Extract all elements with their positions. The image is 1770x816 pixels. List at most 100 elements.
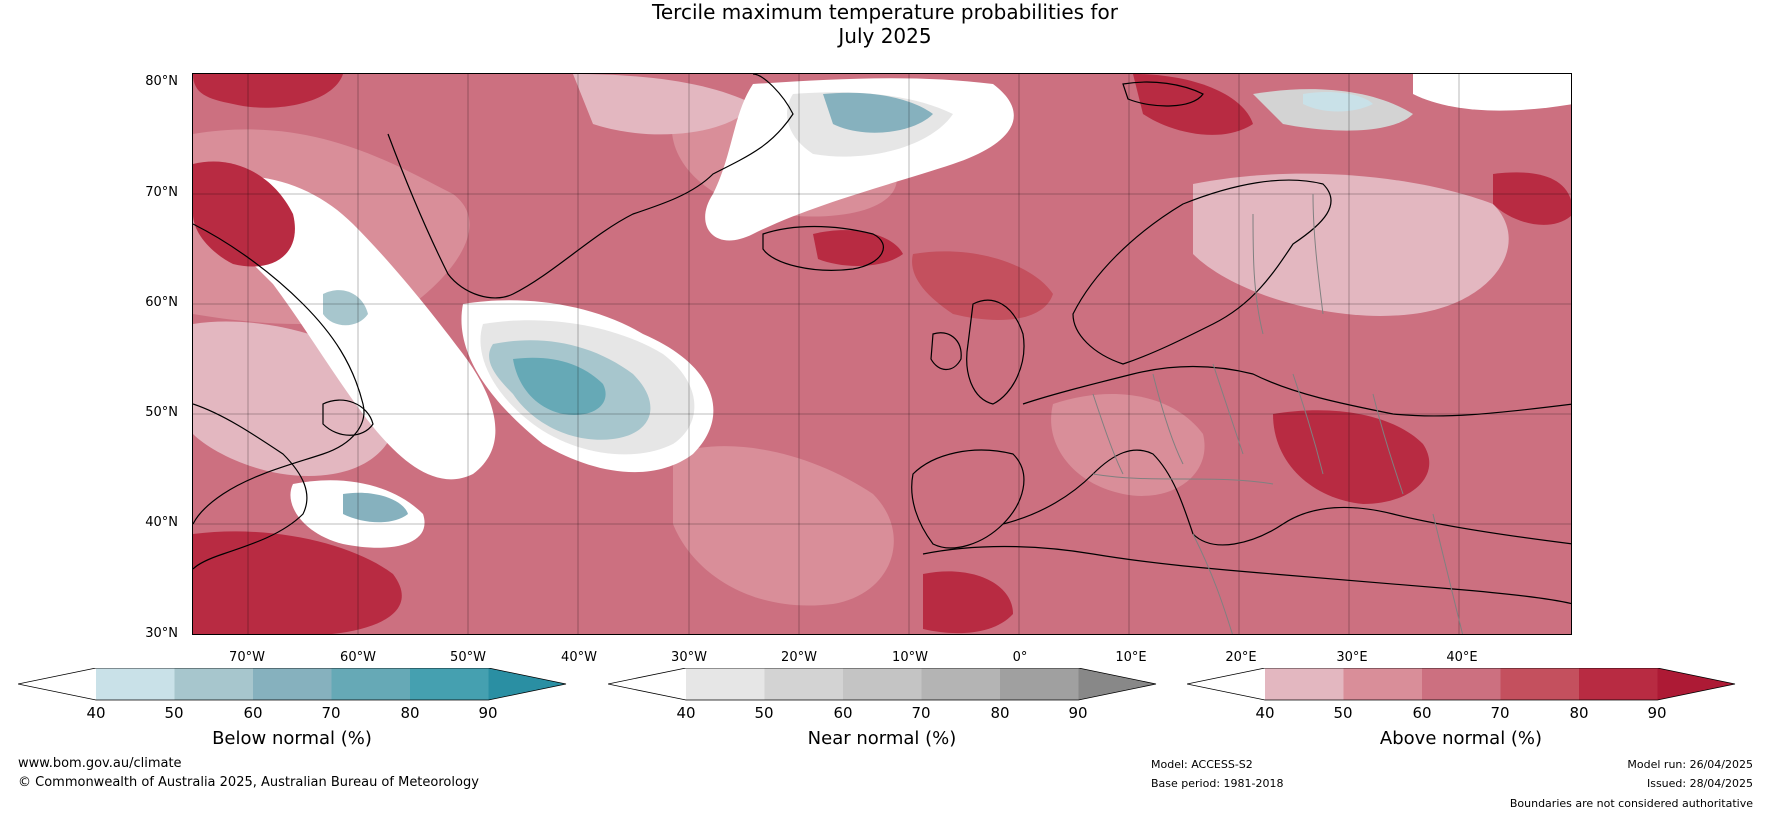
- below-outline: [18, 668, 567, 701]
- below-swatch-0: [18, 668, 96, 700]
- lon-label-60w: 60°W: [340, 650, 376, 665]
- above-tick-40: 40: [1255, 704, 1275, 722]
- footer-copyright: © Commonwealth of Australia 2025, Austra…: [18, 775, 479, 790]
- title-line-2: July 2025: [838, 24, 932, 48]
- coast-svalbard: [1122, 81, 1204, 107]
- above-swatch-1: [1265, 668, 1344, 700]
- lon-label-20w: 20°W: [781, 650, 817, 665]
- footer-model-run: Model run: 26/04/2025: [1627, 758, 1753, 771]
- border-9: [1192, 533, 1233, 634]
- coast-greenland: [387, 74, 794, 299]
- near-outline: [608, 668, 1157, 701]
- above-swatch-5: [1579, 668, 1658, 700]
- border-3: [1212, 363, 1244, 455]
- below-swatch-4: [331, 668, 410, 700]
- zone-below-normal-labrador: [323, 290, 368, 326]
- lon-label-30e: 30°E: [1336, 650, 1368, 665]
- near-swatch-5: [1000, 668, 1079, 700]
- border-4: [1292, 373, 1324, 475]
- above-tick-90: 90: [1647, 704, 1667, 722]
- lon-label-40w: 40°W: [561, 650, 597, 665]
- above-tick-60: 60: [1412, 704, 1432, 722]
- above-swatch-2: [1343, 668, 1422, 700]
- border-5: [1372, 393, 1404, 495]
- near-tick-50: 50: [754, 704, 774, 722]
- above-swatch-3: [1422, 668, 1501, 700]
- zone-above-light-7: [573, 74, 753, 135]
- border-1: [1092, 393, 1124, 475]
- zone-above-light-3: [1193, 173, 1509, 316]
- zone-below-normal-svalbard: [1303, 92, 1373, 112]
- coast-newfoundland: [322, 399, 374, 436]
- graticule: [193, 74, 1571, 634]
- below-swatch-5: [410, 668, 489, 700]
- below-tick-50: 50: [164, 704, 184, 722]
- lon-label-0: 0°: [1012, 650, 1028, 665]
- near-swatch-6: [1078, 668, 1156, 700]
- zone-above-strong-sw: [193, 531, 402, 634]
- footer-base-period: Base period: 1981-2018: [1151, 777, 1284, 790]
- near-swatch-0: [608, 668, 686, 700]
- footer-model: Model: ACCESS-S2: [1151, 758, 1253, 771]
- colorbar-title-near: Near normal (%): [807, 728, 957, 749]
- above-tick-50: 50: [1333, 704, 1353, 722]
- below-tick-60: 60: [243, 704, 263, 722]
- zone-white-barents: [1413, 74, 1571, 111]
- border-6: [1252, 213, 1264, 335]
- lon-label-50w: 50°W: [450, 650, 486, 665]
- near-swatch-3: [843, 668, 922, 700]
- lat-label-80n: 80°N: [145, 74, 178, 89]
- below-swatch-1: [96, 668, 175, 700]
- coast-labrador: [193, 223, 365, 525]
- lon-label-40e: 40°E: [1446, 650, 1478, 665]
- near-tick-80: 80: [990, 704, 1010, 722]
- coast-ireland: [930, 332, 962, 371]
- above-swatch-4: [1500, 668, 1579, 700]
- coast-scandinavia: [1072, 179, 1332, 365]
- coast-north-america: [193, 403, 308, 570]
- above-swatch-0: [1187, 668, 1265, 700]
- colorbar-near-normal: [608, 668, 1157, 701]
- zone-above-strong-north-sea: [912, 251, 1053, 320]
- above-tick-70: 70: [1490, 704, 1510, 722]
- footer-disclaimer: Boundaries are not considered authoritat…: [1509, 797, 1753, 810]
- above-swatch-6: [1657, 668, 1735, 700]
- below-swatch-3: [253, 668, 332, 700]
- map-canvas: [193, 74, 1571, 634]
- zone-below-normal-newfoundland: [343, 492, 408, 523]
- below-tick-90: 90: [478, 704, 498, 722]
- colorbar-title-above: Above normal (%): [1379, 728, 1543, 749]
- below-swatch-2: [174, 668, 253, 700]
- border-7: [1312, 193, 1324, 315]
- lat-label-50n: 50°N: [145, 405, 178, 420]
- zone-above-strong-ne: [1493, 172, 1571, 225]
- colorbar-above-normal: [1187, 668, 1736, 701]
- border-10: [1432, 513, 1464, 634]
- zone-above-strong-svalbard: [1133, 74, 1253, 135]
- below-swatch-6: [488, 668, 566, 700]
- zone-above-light-6: [673, 446, 894, 606]
- footer-issued: Issued: 28/04/2025: [1646, 777, 1753, 790]
- probability-map: [192, 73, 1572, 635]
- zone-above-strong-baffin: [193, 161, 295, 267]
- coast-great-britain: [966, 299, 1025, 405]
- footer-website: www.bom.gov.au/climate: [18, 756, 182, 771]
- zone-below-normal-north: [823, 92, 933, 133]
- coastlines: [193, 74, 1571, 605]
- lon-label-10e: 10°E: [1115, 650, 1147, 665]
- colorbar-title-below: Below normal (%): [212, 728, 372, 749]
- colorbar-below-normal: [18, 668, 567, 701]
- near-tick-90: 90: [1068, 704, 1088, 722]
- lat-label-40n: 40°N: [145, 515, 178, 530]
- coast-north-africa: [922, 545, 1571, 605]
- country-borders: [1092, 193, 1464, 634]
- above-outline: [1187, 668, 1736, 701]
- above-tick-80: 80: [1569, 704, 1589, 722]
- lon-label-10w: 10°W: [892, 650, 928, 665]
- below-tick-80: 80: [400, 704, 420, 722]
- lon-label-30w: 30°W: [671, 650, 707, 665]
- lon-label-20e: 20°E: [1225, 650, 1257, 665]
- near-swatch-1: [686, 668, 765, 700]
- near-swatch-4: [921, 668, 1000, 700]
- border-8: [1092, 473, 1274, 485]
